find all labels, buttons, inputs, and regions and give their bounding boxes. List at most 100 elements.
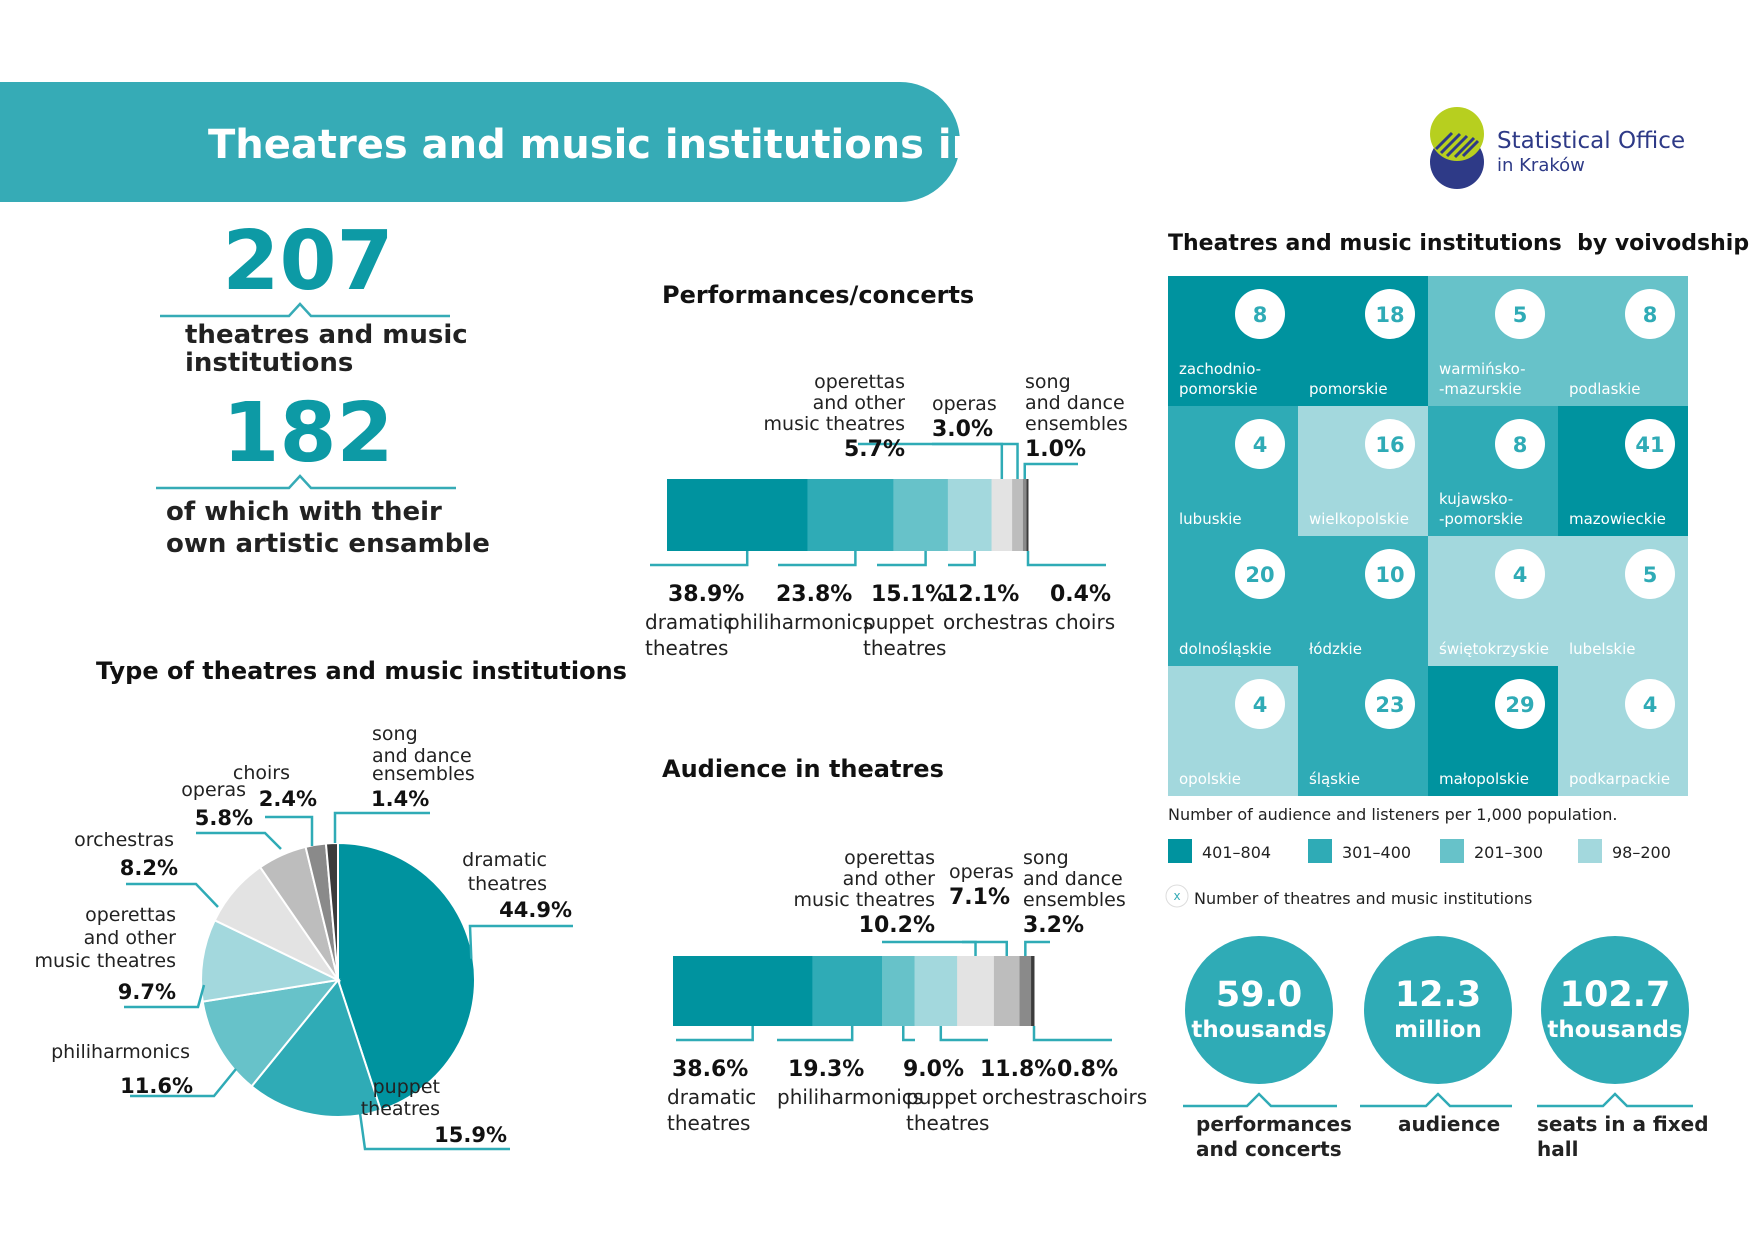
pie-leader-2 xyxy=(130,1068,237,1098)
pie-label-3-0: operettas xyxy=(85,904,176,926)
voivodship-name: -mazurskie xyxy=(1439,380,1522,398)
voivodship-name: kujawsko- xyxy=(1439,490,1513,508)
voivodship-count: 4 xyxy=(1253,433,1268,457)
series-name-6-1: and dance xyxy=(1023,868,1123,890)
logo: Statistical Office in Kraków xyxy=(1430,107,1685,189)
count-marker xyxy=(1235,679,1285,729)
bar-segment-2 xyxy=(882,956,916,1026)
series-name-5-0: operas xyxy=(949,861,1014,883)
data-label-4: 10.2% xyxy=(859,913,935,938)
series-name-4-1: and other xyxy=(813,392,906,414)
summary-label1-line2: institutions xyxy=(185,348,353,378)
legend-label-0: 401–804 xyxy=(1202,843,1271,862)
count-marker xyxy=(1625,549,1675,599)
series-name-4-0: operettas xyxy=(844,847,935,869)
voivodship-name: pomorskie xyxy=(1309,380,1388,398)
pie-slice-1 xyxy=(250,977,383,1118)
bar-segment-0 xyxy=(673,956,813,1026)
leader-line-4 xyxy=(882,940,977,956)
voivodship-name: podlaskie xyxy=(1569,380,1640,398)
data-label-5: 7.1% xyxy=(949,885,1010,910)
data-label-4: 5.7% xyxy=(844,437,905,462)
count-marker xyxy=(1365,549,1415,599)
voivodship-name: dolnośląskie xyxy=(1179,640,1272,658)
pie-leader-3 xyxy=(124,984,206,1009)
pie-value-6: 2.4% xyxy=(259,787,317,811)
count-marker xyxy=(1625,419,1675,469)
pie-label-0-1: theatres xyxy=(468,873,547,895)
stat-bubble-1 xyxy=(1364,936,1512,1084)
stat-label-2-1: hall xyxy=(1537,1137,1578,1161)
bar-segment-3 xyxy=(914,956,958,1026)
voivodship-title: Theatres and music institutions by voivo… xyxy=(1168,231,1749,256)
leader-line-0 xyxy=(650,551,749,567)
performances-title: Performances/concerts xyxy=(662,281,974,309)
bar-segment-5 xyxy=(1012,479,1024,551)
voivodship-name: śląskie xyxy=(1309,770,1360,788)
legend-label-1: 301–400 xyxy=(1342,843,1411,862)
series-name-6-2: ensembles xyxy=(1025,413,1128,435)
voivodship-grid: 8 zachodnio-pomorskie 18 pomorskie 5 warmińsk… xyxy=(1168,276,1688,796)
summary-divider2 xyxy=(156,474,456,490)
stat-unit-1: million xyxy=(1394,1017,1482,1043)
voivodship-count: 4 xyxy=(1253,693,1268,717)
voivodship-count: 10 xyxy=(1375,563,1404,587)
bar-segment-2 xyxy=(893,479,949,551)
performances-chart: 38.9%dramatictheatres23.8%philiharmonics… xyxy=(645,371,1128,660)
series-name-2-1: theatres xyxy=(863,636,946,660)
leader-line-2 xyxy=(877,551,927,567)
pie-label-3-2: music theatres xyxy=(35,950,176,972)
bar-segment-1 xyxy=(812,956,883,1026)
data-label-3: 11.8% xyxy=(980,1057,1056,1082)
bar-segment-6 xyxy=(1022,479,1028,551)
stat-label-2-0: seats in a fixed xyxy=(1537,1112,1709,1136)
voivodship-count: 4 xyxy=(1513,563,1528,587)
stat-bubble-0 xyxy=(1185,936,1333,1084)
pie-value-5: 5.8% xyxy=(195,806,253,830)
data-label-1: 23.8% xyxy=(776,582,852,607)
count-marker xyxy=(1495,289,1545,339)
series-name-2-0: puppet xyxy=(906,1085,977,1109)
voivodship-count: 16 xyxy=(1375,433,1404,457)
series-name-0-0: dramatic xyxy=(667,1085,756,1109)
series-name-5-0: operas xyxy=(932,393,997,415)
voivodship-name: świętokrzyskie xyxy=(1439,640,1549,658)
series-name-3-0: orchestras xyxy=(943,610,1048,634)
leader-line-5 xyxy=(932,442,1019,479)
pie-value-3: 9.7% xyxy=(118,980,176,1004)
pie-label-7-1: and dance xyxy=(372,745,472,767)
bar-segment-4 xyxy=(957,956,995,1026)
data-label-0: 38.6% xyxy=(672,1057,748,1082)
voivodship-count: 29 xyxy=(1505,693,1534,717)
data-label-2: 9.0% xyxy=(903,1057,964,1082)
audience-chart: 38.6%dramatictheatres19.3%philiharmonics… xyxy=(667,847,1147,1135)
stat-divider-0 xyxy=(1183,1092,1337,1108)
pie-slice-2 xyxy=(201,978,341,1088)
pie-label-5-0: operas xyxy=(181,779,246,801)
count-marker xyxy=(1235,289,1285,339)
bar-segment-0 xyxy=(667,479,808,551)
voivodship-count: 8 xyxy=(1513,433,1528,457)
data-label-6: 3.2% xyxy=(1023,913,1084,938)
stat-label-1-0: audience xyxy=(1398,1112,1500,1136)
voivodship-count: 18 xyxy=(1375,303,1404,327)
pie-label-1-1: theatres xyxy=(361,1098,440,1120)
leader-line-2 xyxy=(902,1026,915,1042)
legend-label-3: 98–200 xyxy=(1612,843,1671,862)
data-label-0: 38.9% xyxy=(668,582,744,607)
data-label-5: 3.0% xyxy=(932,417,993,442)
data-label-3: 12.1% xyxy=(943,582,1019,607)
series-name-6-2: ensembles xyxy=(1023,889,1126,911)
bar-segment-7 xyxy=(1026,479,1029,551)
leader-line-6 xyxy=(1024,940,1050,956)
leader-line-6 xyxy=(1023,462,1078,479)
marker-legend-text: Number of theatres and music institution… xyxy=(1194,889,1532,908)
pie-slice-0 xyxy=(337,841,476,1112)
series-name-4-2: music theatres xyxy=(764,413,905,435)
heatmap-legend: 401–804 301–400 201–300 98–200 xyxy=(1168,839,1671,863)
voivodship-count: 8 xyxy=(1643,303,1658,327)
pie-slice-3 xyxy=(200,918,342,1003)
voivodship-count: 23 xyxy=(1375,693,1404,717)
page-title: Theatres and music institutions in 2023 xyxy=(208,122,1105,168)
